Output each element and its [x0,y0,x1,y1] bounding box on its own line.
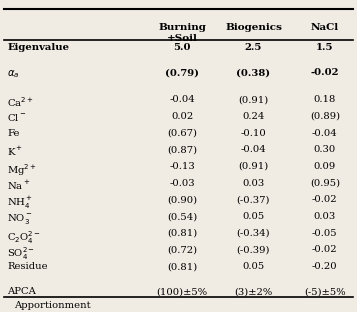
Text: (100)±5%: (100)±5% [156,287,208,296]
Text: (0.79): (0.79) [165,68,199,77]
Text: Apportionment: Apportionment [14,301,91,310]
Text: C$_2$O$_4^{2-}$: C$_2$O$_4^{2-}$ [7,229,41,246]
Text: NaCl: NaCl [311,23,339,32]
Text: (0.81): (0.81) [167,229,197,238]
Text: -0.10: -0.10 [241,129,266,138]
Text: (0.89): (0.89) [310,112,340,121]
Text: 5.0: 5.0 [173,43,191,52]
Text: (-0.39): (-0.39) [237,246,270,255]
Text: -0.03: -0.03 [169,179,195,188]
Text: K$^+$: K$^+$ [7,145,23,158]
Text: (0.95): (0.95) [310,179,340,188]
Text: (0.91): (0.91) [238,162,268,171]
Text: 0.30: 0.30 [314,145,336,154]
Text: Eigenvalue: Eigenvalue [7,43,69,52]
Text: Na$^+$: Na$^+$ [7,179,30,192]
Text: (-0.34): (-0.34) [237,229,270,238]
Text: (-5)±5%: (-5)±5% [304,287,346,296]
Text: (0.81): (0.81) [167,262,197,271]
Text: 0.24: 0.24 [242,112,265,121]
Text: (0.67): (0.67) [167,129,197,138]
Text: Residue: Residue [7,262,48,271]
Text: 2.5: 2.5 [245,43,262,52]
Text: SO$_4^{2-}$: SO$_4^{2-}$ [7,246,35,262]
Text: 0.05: 0.05 [242,262,265,271]
Text: Cl$^-$: Cl$^-$ [7,112,26,123]
Text: -0.02: -0.02 [311,68,339,77]
Text: 0.18: 0.18 [314,95,336,104]
Text: Mg$^{2+}$: Mg$^{2+}$ [7,162,37,178]
Text: NH$_4^+$: NH$_4^+$ [7,195,33,212]
Text: -0.05: -0.05 [312,229,338,238]
Text: -0.04: -0.04 [312,129,338,138]
Text: $\alpha_a$: $\alpha_a$ [7,68,20,80]
Text: -0.02: -0.02 [312,195,338,204]
Text: (0.90): (0.90) [167,195,197,204]
Text: Fe: Fe [7,129,20,138]
Text: (0.72): (0.72) [167,246,197,255]
Text: 0.03: 0.03 [314,212,336,221]
Text: (0.54): (0.54) [167,212,197,221]
Text: Ca$^{2+}$: Ca$^{2+}$ [7,95,34,109]
Text: -0.13: -0.13 [169,162,195,171]
Text: (0.91): (0.91) [238,95,268,104]
Text: 0.09: 0.09 [314,162,336,171]
Text: -0.20: -0.20 [312,262,338,271]
Text: (0.38): (0.38) [236,68,271,77]
Text: 0.02: 0.02 [171,112,193,121]
Text: (0.87): (0.87) [167,145,197,154]
Text: 0.05: 0.05 [242,212,265,221]
Text: (-0.37): (-0.37) [237,195,270,204]
Text: Burning
+Soil: Burning +Soil [158,23,206,43]
Text: -0.04: -0.04 [169,95,195,104]
Text: 1.5: 1.5 [316,43,334,52]
Text: NO$_3^-$: NO$_3^-$ [7,212,33,226]
Text: (3)±2%: (3)±2% [234,287,273,296]
Text: 0.03: 0.03 [242,179,265,188]
Text: Biogenics: Biogenics [225,23,282,32]
Text: APCA: APCA [7,287,36,296]
Text: -0.04: -0.04 [241,145,266,154]
Text: -0.02: -0.02 [312,246,338,255]
